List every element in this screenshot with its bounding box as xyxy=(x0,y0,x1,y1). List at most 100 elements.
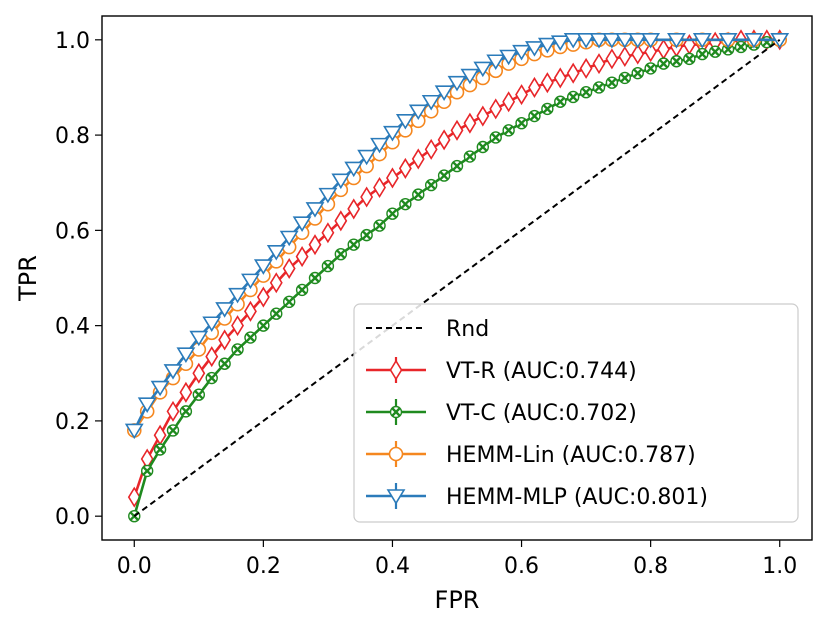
legend-label: HEMM-MLP (AUC:0.801) xyxy=(446,485,708,510)
data-point xyxy=(576,33,596,49)
data-point xyxy=(537,37,557,54)
legend-label: VT-R (AUC:0.744) xyxy=(446,359,637,384)
x-tick-label: 0.8 xyxy=(633,554,668,579)
data-point xyxy=(360,186,374,208)
data-point xyxy=(383,125,402,142)
y-tick-label: 0.6 xyxy=(55,219,90,244)
data-point xyxy=(489,98,503,120)
x-axis: 0.0 0.2 0.4 0.6 0.8 1.0 xyxy=(117,540,797,579)
data-point xyxy=(256,286,270,308)
legend: Rnd VT-R (AUC:0.744) VT-C (AUC:0.702) HEMM-… xyxy=(353,303,799,523)
legend-label: Rnd xyxy=(446,317,489,342)
data-point xyxy=(721,43,735,56)
data-point xyxy=(279,230,299,247)
data-point xyxy=(579,86,593,99)
legend-entry: VT-R (AUC:0.744) xyxy=(366,357,637,384)
data-point xyxy=(447,75,467,92)
data-point xyxy=(644,62,657,75)
data-point xyxy=(231,343,244,356)
data-point xyxy=(528,76,541,98)
legend-entry: HEMM-Lin (AUC:0.787) xyxy=(366,441,696,468)
y-axis: 0.0 0.2 0.4 0.6 0.8 1.0 xyxy=(55,29,102,530)
data-point xyxy=(541,102,554,116)
data-point xyxy=(399,197,412,211)
data-point xyxy=(269,272,283,294)
data-point xyxy=(153,443,167,456)
data-point xyxy=(370,137,389,154)
data-point xyxy=(437,129,451,151)
x-axis-label: FPR xyxy=(435,586,480,614)
data-point xyxy=(282,257,296,280)
data-point xyxy=(282,295,296,309)
data-point xyxy=(550,35,570,51)
legend-marker xyxy=(389,405,403,419)
legend-marker xyxy=(386,489,406,505)
data-point xyxy=(528,109,541,123)
data-point xyxy=(179,381,193,403)
x-tick-label: 0.2 xyxy=(246,554,281,579)
data-point xyxy=(192,362,206,384)
data-point xyxy=(386,207,399,220)
data-point xyxy=(473,61,493,78)
data-point xyxy=(241,273,260,290)
data-point xyxy=(744,33,764,49)
data-point xyxy=(476,105,490,127)
data-point xyxy=(631,66,644,80)
data-point xyxy=(589,33,609,49)
data-point xyxy=(437,169,451,182)
data-point xyxy=(166,400,180,422)
data-point xyxy=(318,187,338,204)
data-point xyxy=(489,131,502,144)
data-point xyxy=(347,238,360,251)
data-point xyxy=(308,271,322,285)
legend-label: VT-C (AUC:0.702) xyxy=(446,401,637,426)
data-point xyxy=(718,33,738,49)
data-point xyxy=(554,95,567,108)
data-point xyxy=(486,54,506,70)
data-point xyxy=(696,47,709,61)
data-point xyxy=(205,346,219,368)
data-point xyxy=(421,94,441,111)
data-point xyxy=(331,173,351,190)
data-point xyxy=(395,114,415,130)
data-point xyxy=(215,302,235,318)
legend-entry: HEMM-MLP (AUC:0.801) xyxy=(366,483,708,510)
y-tick-label: 0.8 xyxy=(55,124,90,149)
data-point xyxy=(657,57,670,70)
legend-entry: Rnd xyxy=(366,317,489,342)
data-point xyxy=(734,40,748,54)
data-point xyxy=(398,157,412,179)
data-point xyxy=(450,159,464,173)
data-point xyxy=(292,216,312,232)
legend-marker xyxy=(388,446,404,462)
series-4 xyxy=(124,33,790,440)
x-tick-label: 1.0 xyxy=(762,554,797,579)
legend-entry: VT-C (AUC:0.702) xyxy=(366,399,637,426)
x-tick-label: 0.0 xyxy=(117,554,152,579)
data-point xyxy=(540,72,554,94)
data-point xyxy=(450,119,464,141)
data-point xyxy=(605,48,619,70)
data-point xyxy=(592,81,606,94)
data-point xyxy=(670,55,683,68)
data-point xyxy=(321,259,335,273)
data-point xyxy=(628,33,648,49)
data-point xyxy=(166,424,180,437)
data-point xyxy=(344,161,364,178)
data-point xyxy=(408,104,428,121)
data-point xyxy=(140,464,154,478)
data-point xyxy=(202,316,222,332)
x-tick-label: 0.4 xyxy=(375,554,410,579)
legend-marker xyxy=(389,359,403,381)
y-tick-label: 0.4 xyxy=(55,315,90,340)
y-tick-label: 1.0 xyxy=(55,29,90,54)
data-point xyxy=(360,228,373,242)
data-point xyxy=(525,41,544,57)
data-point xyxy=(667,33,686,49)
data-point xyxy=(579,57,593,79)
data-point xyxy=(424,178,438,192)
data-point xyxy=(334,210,348,232)
data-point xyxy=(218,329,232,351)
data-point xyxy=(692,33,712,49)
data-point xyxy=(512,44,531,61)
